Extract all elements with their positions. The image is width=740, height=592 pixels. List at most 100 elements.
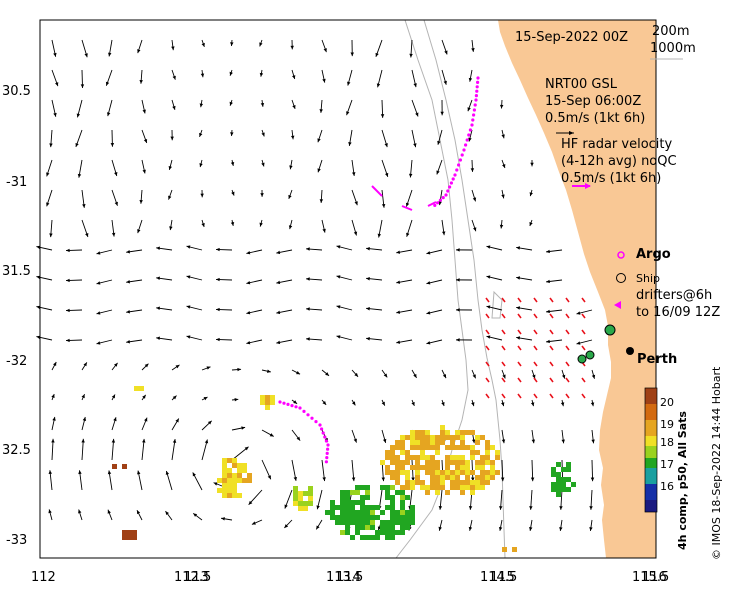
current-vector-head-174	[186, 335, 191, 339]
current-vector-head-76	[436, 170, 440, 175]
current-vector-head-159	[306, 307, 310, 311]
sst-pixel-168	[485, 480, 490, 485]
drifter-dot-37	[302, 409, 306, 413]
current-vector-head-176	[246, 340, 251, 345]
sst-pixel-209	[400, 495, 405, 500]
current-vector-head-175	[216, 337, 220, 342]
current-vector-head-193	[206, 366, 211, 370]
radar-vector-38	[517, 377, 522, 383]
sst-pixel-310	[222, 468, 227, 473]
sst-pixel-186	[445, 490, 450, 495]
drifter-dot-48	[325, 451, 329, 455]
current-vector-head-278	[468, 506, 473, 510]
current-vector-head-283	[48, 509, 52, 514]
current-vector-head-225	[590, 402, 595, 407]
radar-vector-47	[549, 393, 554, 399]
sst-pixel-345	[308, 496, 313, 501]
sst-pixel-384	[566, 487, 571, 492]
sst-pixel-93	[445, 460, 450, 465]
sst-pixel-101	[490, 460, 495, 465]
current-vector-head-297	[468, 526, 473, 531]
sst-pixel-30	[415, 440, 420, 445]
drifter-dot-44	[323, 435, 327, 439]
current-vector-head-106	[322, 228, 326, 233]
sst-pixel-114	[465, 465, 470, 470]
sst-pixel-248	[335, 515, 340, 520]
sst-pixel-303	[222, 458, 227, 463]
sst-pixel-67	[385, 455, 390, 460]
sst-pixel-32	[425, 440, 430, 445]
sst-pixel-228	[385, 505, 390, 510]
sst-pixel-138	[390, 475, 395, 480]
sst-pixel-11	[470, 430, 475, 435]
sst-pixel-29	[410, 440, 415, 445]
sst-pixel-39	[485, 440, 490, 445]
current-vector-head-80	[46, 202, 50, 207]
current-vector-head-269	[192, 472, 196, 477]
radar-vector-26	[549, 345, 554, 351]
current-vector-head-94	[472, 197, 477, 202]
current-vector-head-273	[316, 505, 320, 510]
sst-pixel-107	[420, 465, 425, 470]
current-vector-head-213	[234, 397, 239, 402]
sst-pixel-338	[308, 486, 313, 491]
sst-pixel-372	[551, 472, 556, 477]
sst-pixel-8	[455, 430, 460, 435]
sst-pixel-293	[390, 530, 395, 535]
sst-pixel-180	[465, 485, 470, 490]
sst-pixel-386	[134, 386, 139, 391]
radar-vector-10	[517, 313, 522, 319]
radar-vector-37	[501, 377, 506, 383]
sst-pixel-375	[561, 477, 566, 482]
sst-pixel-283	[385, 525, 390, 530]
sst-pixel-76	[445, 455, 450, 460]
drifter-dot-34	[290, 404, 294, 408]
radar-vector-27	[565, 345, 570, 351]
current-vector-head-18	[105, 81, 110, 86]
current-vector-head-112	[499, 224, 504, 229]
sst-pixel-373	[556, 472, 561, 477]
current-vector-head-40	[319, 109, 323, 113]
y-tick-2: -31	[6, 175, 28, 190]
depth-label-1000m: 1000m	[650, 41, 696, 56]
current-vector-head-11	[350, 52, 354, 57]
current-vector-head-6	[201, 42, 205, 47]
current-vector-head-271	[248, 500, 253, 505]
current-vector-head-282	[589, 506, 593, 510]
drifter-dot-46	[326, 443, 330, 447]
sst-pixel-340	[298, 491, 303, 496]
drifter-dot-17	[460, 153, 464, 157]
sst-pixel-120	[395, 470, 400, 475]
drifter-dot-38	[306, 413, 310, 417]
current-vector-head-8	[259, 42, 263, 47]
current-vector-head-153	[126, 310, 130, 314]
sst-pixel-230	[400, 505, 405, 510]
sst-pixel-147	[455, 475, 460, 480]
current-vector-head-29	[443, 80, 447, 85]
drifter-dot-6	[474, 98, 478, 102]
sst-pixel-255	[370, 515, 375, 520]
sst-pixel-22	[450, 435, 455, 440]
current-vector-head-200	[413, 373, 417, 378]
sst-pixel-249	[340, 515, 345, 520]
sst-pixel-54	[470, 445, 475, 450]
sst-pixel-62	[435, 450, 440, 455]
radar-vector-4	[533, 297, 538, 303]
current-vector-head-41	[346, 111, 350, 116]
sst-pixel-339	[293, 491, 298, 496]
sst-pixel-376	[566, 477, 571, 482]
sst-pixel-63	[470, 450, 475, 455]
current-vector-head-122	[276, 250, 281, 255]
sst-pixel-214	[350, 500, 355, 505]
current-vector-head-31	[53, 112, 57, 117]
sst-pixel-350	[298, 506, 303, 511]
current-vector-head-234	[296, 436, 301, 441]
sst-pixel-330	[222, 488, 227, 493]
sst-patches	[112, 386, 576, 552]
radar-vector-2	[501, 297, 506, 303]
sst-pixel-96	[460, 460, 465, 465]
current-vector-head-43	[415, 112, 419, 117]
sst-pixel-189	[355, 485, 360, 490]
current-vector-head-9	[290, 45, 294, 50]
current-vector-head-155	[186, 305, 191, 309]
